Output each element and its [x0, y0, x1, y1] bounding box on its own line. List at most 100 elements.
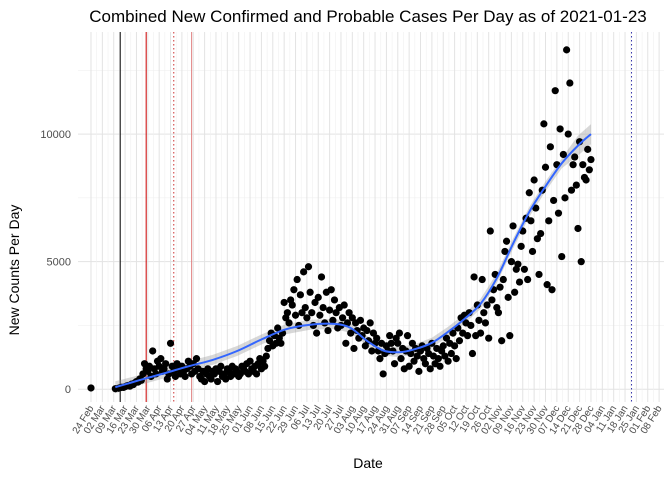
data-point	[559, 150, 567, 159]
data-point	[413, 352, 421, 360]
data-point	[327, 286, 335, 294]
data-point	[514, 260, 522, 268]
data-point	[87, 384, 95, 392]
data-point	[283, 309, 292, 317]
data-point	[415, 367, 423, 375]
data-point	[314, 293, 322, 301]
chart-title: Combined New Confirmed and Probable Case…	[89, 7, 647, 26]
data-point	[317, 273, 326, 281]
data-point	[470, 273, 478, 281]
data-point	[481, 319, 490, 327]
data-point	[316, 311, 324, 319]
data-point	[467, 321, 475, 330]
data-point	[476, 329, 485, 337]
data-point	[301, 303, 309, 312]
data-point	[582, 176, 590, 184]
data-point	[550, 196, 558, 205]
data-point	[444, 357, 452, 365]
data-point	[319, 303, 327, 312]
data-point	[366, 319, 374, 327]
data-point	[324, 326, 332, 335]
y-tick-label: 0	[65, 384, 71, 396]
data-point	[277, 339, 285, 347]
data-point	[515, 278, 524, 286]
data-point	[475, 316, 483, 324]
data-point	[532, 204, 540, 212]
data-point	[394, 339, 402, 347]
smooth-trend-line	[115, 133, 592, 389]
data-point	[563, 46, 571, 54]
data-point	[421, 360, 429, 368]
data-point	[296, 291, 304, 299]
data-point	[350, 344, 358, 353]
data-point	[326, 306, 334, 314]
data-point	[311, 298, 319, 307]
data-point	[426, 365, 434, 373]
data-point	[386, 332, 394, 340]
data-point	[501, 247, 509, 256]
data-point	[338, 314, 347, 322]
data-point	[571, 153, 579, 161]
data-point	[252, 370, 261, 378]
data-point	[533, 235, 541, 243]
y-axis-ticks: 0 5000 10000	[40, 129, 71, 396]
smooth-line	[115, 133, 592, 389]
data-point	[291, 311, 300, 319]
data-point	[356, 316, 365, 324]
data-point	[329, 316, 337, 324]
data-point	[567, 186, 576, 194]
data-point	[363, 326, 371, 335]
data-point	[579, 161, 587, 169]
data-point	[485, 334, 493, 342]
data-point	[288, 301, 296, 309]
data-point	[181, 372, 189, 381]
data-point	[379, 370, 387, 378]
data-point	[207, 375, 215, 383]
data-point	[403, 332, 412, 340]
data-point	[330, 296, 339, 304]
reference-lines	[119, 32, 633, 402]
data-point	[574, 224, 582, 233]
data-point	[436, 362, 444, 370]
data-point	[543, 281, 551, 289]
data-point	[376, 355, 384, 363]
data-point	[572, 181, 580, 189]
data-point	[535, 270, 543, 279]
x-axis-label: Date	[353, 455, 383, 471]
data-point	[449, 329, 457, 337]
data-point	[506, 332, 514, 340]
data-point	[192, 355, 201, 363]
data-point	[313, 329, 321, 337]
data-point	[373, 334, 381, 342]
data-point	[525, 189, 533, 197]
data-point	[285, 319, 293, 327]
data-points	[87, 46, 595, 393]
data-point	[369, 329, 378, 337]
data-point	[308, 309, 316, 317]
data-point	[537, 229, 545, 238]
data-point	[345, 309, 353, 317]
data-point	[347, 329, 355, 337]
data-point	[507, 258, 516, 266]
confidence-band	[115, 124, 592, 394]
data-point	[548, 286, 556, 294]
data-point	[265, 337, 274, 345]
y-axis-label: New Counts Per Day	[6, 205, 22, 336]
data-point	[478, 275, 486, 284]
data-point	[340, 301, 348, 309]
data-point	[303, 314, 311, 322]
data-point	[410, 357, 418, 365]
data-point	[450, 342, 459, 350]
data-point	[290, 286, 298, 294]
confidence-band-area	[115, 124, 592, 394]
data-point	[447, 349, 455, 358]
data-point	[504, 293, 512, 301]
data-point	[439, 342, 447, 350]
data-point	[468, 349, 477, 358]
data-point	[561, 194, 569, 202]
data-point	[558, 252, 566, 261]
data-point	[502, 237, 511, 245]
data-point	[587, 155, 595, 164]
data-point	[274, 324, 282, 332]
